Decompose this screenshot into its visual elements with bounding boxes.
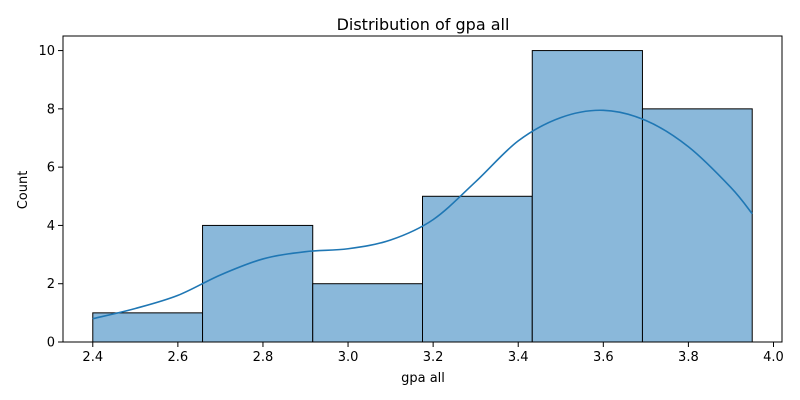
x-tick-label: 3.6 — [593, 350, 614, 365]
y-axis: 0 2 4 6 8 10 — [38, 44, 63, 351]
histogram-bar-2 — [202, 224, 314, 343]
y-tick-label: 6 — [47, 161, 55, 176]
x-tick-label: 4.0 — [763, 350, 784, 365]
chart-title: Distribution of gpa all — [337, 15, 510, 34]
x-axis: 2.4 2.6 2.8 3.0 3.2 3.4 3.6 3.8 4.0 — [82, 342, 784, 365]
histogram-bar-1 — [92, 312, 204, 343]
histogram-bar-6 — [641, 108, 753, 343]
kde-curve — [92, 109, 753, 320]
x-tick-label: 3.0 — [338, 350, 359, 365]
histogram-bar-3 — [312, 283, 423, 343]
y-tick-label: 8 — [47, 102, 55, 117]
x-tick-label: 3.2 — [423, 350, 444, 365]
x-tick-label: 2.8 — [253, 350, 274, 365]
x-tick-label: 2.6 — [168, 350, 189, 365]
y-tick-label: 2 — [47, 277, 55, 292]
histogram-bar-4 — [422, 195, 533, 343]
histogram-bar-5 — [531, 50, 643, 343]
x-tick-label: 3.8 — [678, 350, 699, 365]
x-tick-label: 2.4 — [82, 350, 103, 365]
y-axis-label: Count — [16, 171, 31, 210]
y-tick-label: 10 — [38, 44, 55, 59]
x-axis-label: gpa all — [401, 371, 445, 386]
y-tick-label: 0 — [47, 336, 55, 351]
y-tick-label: 4 — [47, 219, 55, 234]
histogram-bars — [92, 50, 753, 343]
plot-frame — [62, 35, 783, 343]
x-tick-label: 3.4 — [508, 350, 529, 365]
